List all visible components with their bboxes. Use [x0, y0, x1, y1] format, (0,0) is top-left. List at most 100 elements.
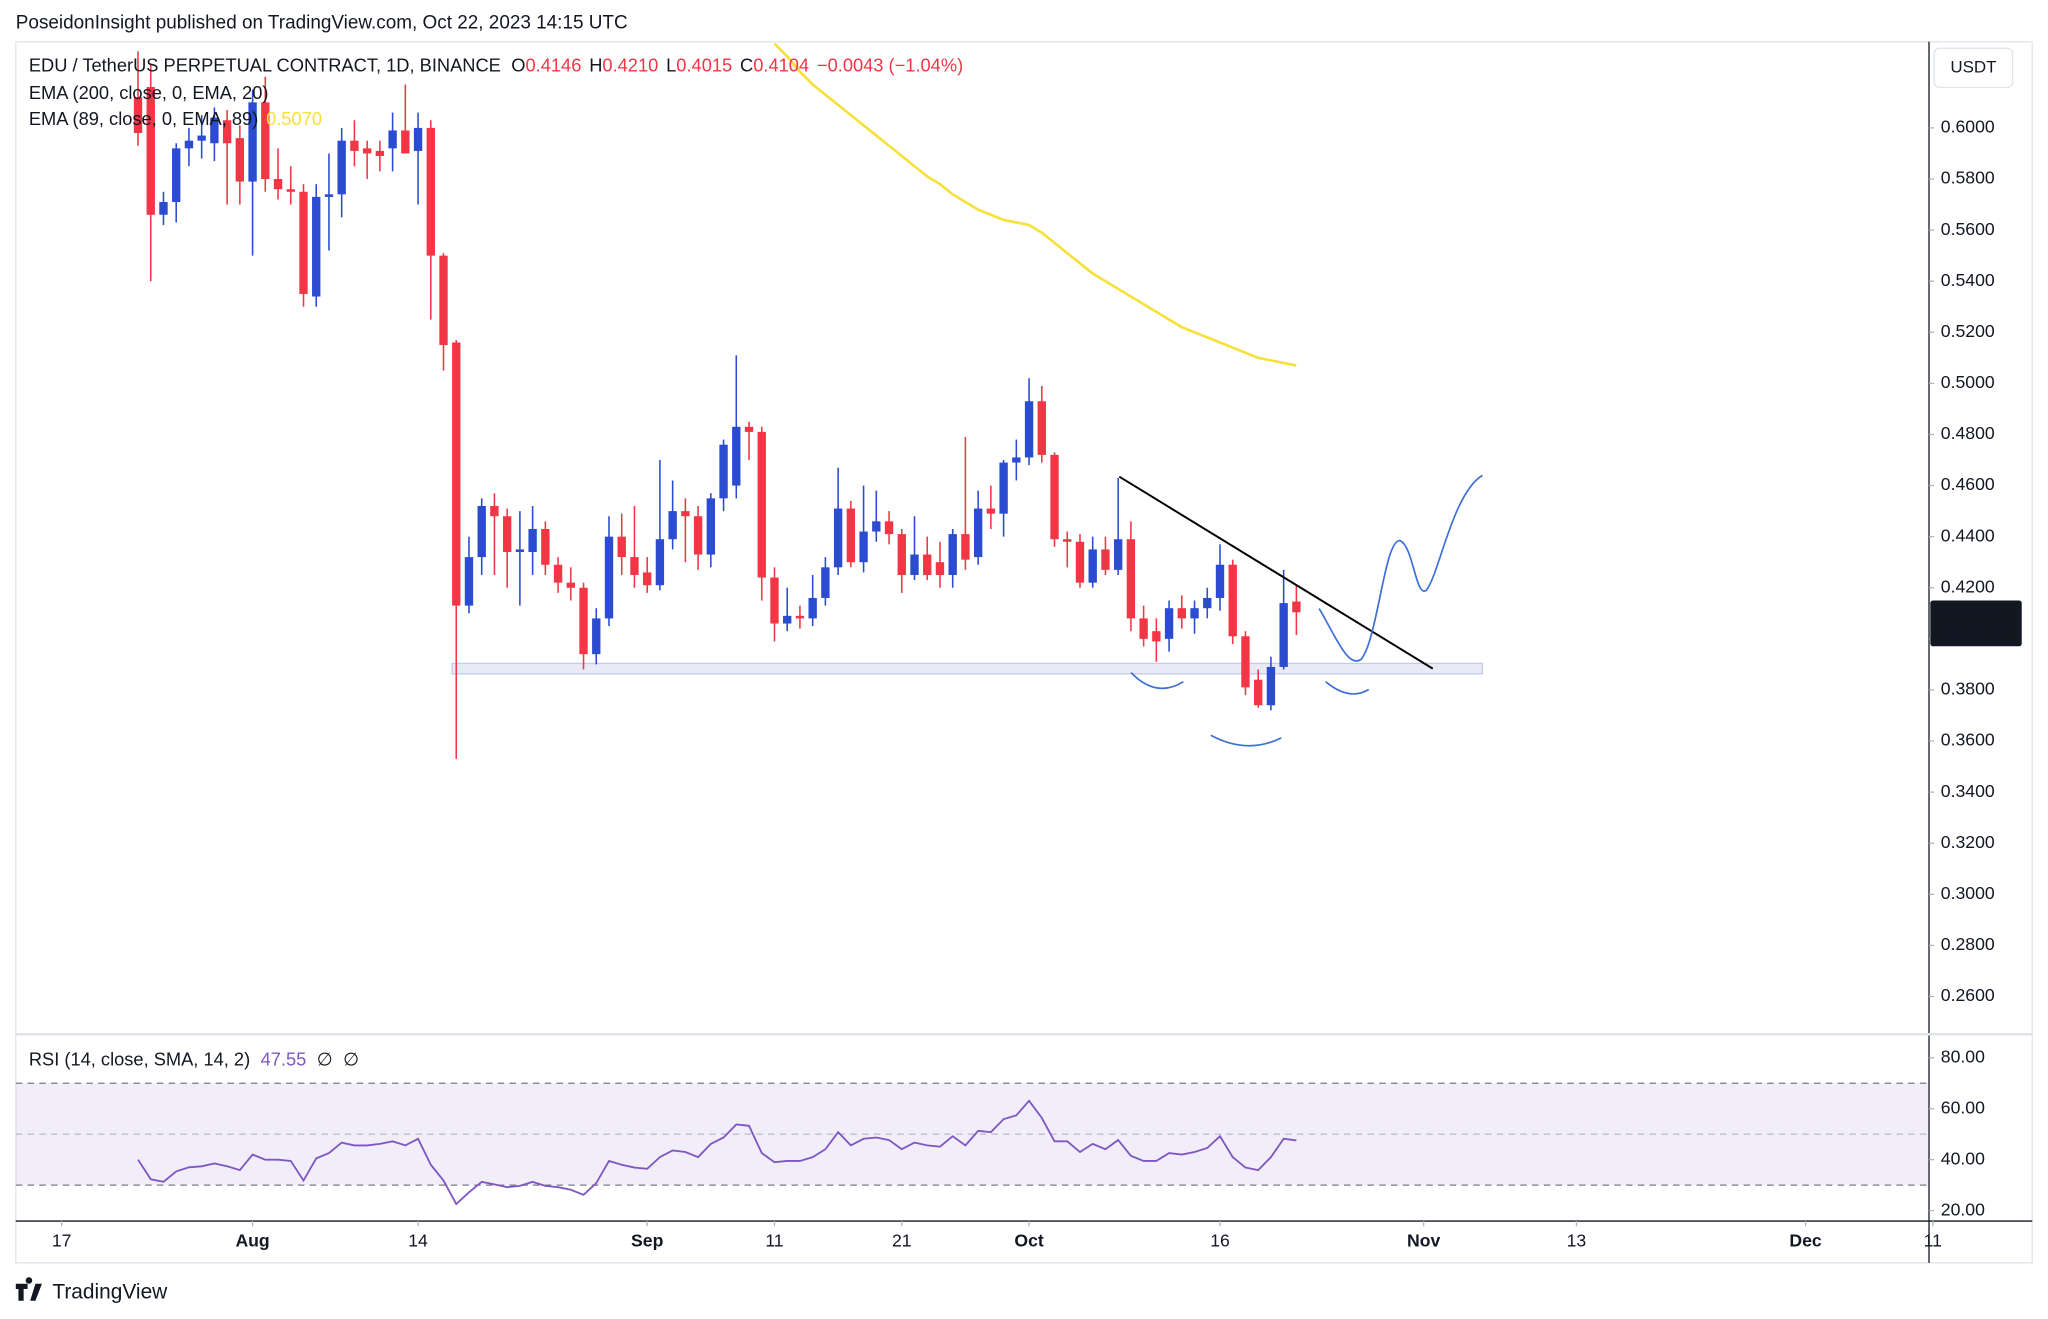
- candle-body: [884, 521, 894, 535]
- candle-body: [1101, 549, 1110, 570]
- candle-body: [973, 508, 983, 558]
- ohlc-key: L: [666, 54, 676, 75]
- candle-body: [1203, 597, 1212, 609]
- y-tick-label: 0.4200: [1941, 576, 1995, 596]
- candle-body: [617, 536, 626, 558]
- candle-body: [579, 587, 588, 655]
- currency-label[interactable]: USDT: [1950, 57, 1996, 76]
- candle-body: [821, 567, 830, 598]
- ohlc-key: C: [740, 54, 753, 75]
- ohlc-key: O: [511, 54, 525, 75]
- candle-body: [1254, 679, 1263, 706]
- candle-body: [553, 564, 563, 583]
- candle-body: [337, 140, 346, 195]
- chart-frame: [15, 41, 2033, 1264]
- candle-body: [668, 511, 677, 540]
- y-tick-label: 80.00: [1941, 1046, 1985, 1066]
- y-tick-label: 0.3400: [1941, 781, 1995, 801]
- candle-body: [248, 102, 257, 182]
- candle-body: [1292, 601, 1301, 613]
- candle-body: [1037, 401, 1046, 455]
- candle-body: [744, 426, 754, 432]
- candle-body: [655, 539, 665, 586]
- candle-body: [439, 255, 448, 346]
- x-tick-label: 13: [1567, 1231, 1587, 1251]
- y-tick-label: 0.5400: [1941, 270, 1995, 290]
- candle-body: [541, 528, 550, 565]
- rsi-title: RSI (14, close, SMA, 14, 2): [29, 1048, 250, 1069]
- candle-body: [477, 506, 486, 558]
- candle-body: [693, 516, 703, 555]
- candle-body: [133, 97, 143, 134]
- candle-body: [375, 150, 385, 157]
- ohlc-value: 0.4015: [676, 54, 732, 75]
- candle-body: [146, 87, 155, 215]
- ohlc-value: 0.4104: [753, 54, 809, 75]
- rsi-legend: RSI (14, close, SMA, 14, 2) 47.55 ∅ ∅: [29, 1048, 359, 1069]
- x-tick-label: 16: [1210, 1231, 1230, 1251]
- arc-drawing: [1210, 734, 1282, 747]
- y-tick-label: 60.00: [1941, 1097, 1985, 1117]
- ohlc-value: 0.4210: [602, 54, 658, 75]
- y-tick-label: 0.4600: [1941, 474, 1995, 494]
- x-tick-label: 21: [892, 1231, 912, 1251]
- candle-body: [312, 196, 321, 297]
- candle-body: [413, 127, 423, 151]
- candle-body: [210, 117, 219, 144]
- x-tick-label: Oct: [1014, 1231, 1044, 1251]
- candle-body: [1152, 631, 1161, 642]
- y-tick-label: 0.4400: [1941, 525, 1995, 545]
- candle-body: [1190, 608, 1199, 619]
- arc-drawing: [1325, 681, 1370, 695]
- candle-body: [643, 572, 652, 586]
- candle-body: [528, 528, 537, 552]
- countdown-label: 09:44:17: [1941, 622, 2010, 642]
- x-tick-label: Nov: [1407, 1231, 1440, 1251]
- candle-body: [910, 554, 919, 575]
- candle-body: [795, 615, 805, 619]
- candle-body: [961, 534, 970, 560]
- candle-body: [948, 534, 957, 575]
- candle-body: [1050, 454, 1059, 540]
- candle-body: [1113, 539, 1123, 570]
- candle-body: [783, 615, 792, 624]
- candle-body: [604, 536, 614, 619]
- rsi-symbol: ∅: [343, 1048, 359, 1069]
- candle-body: [719, 444, 728, 499]
- candle-body: [350, 140, 359, 151]
- candle-body: [986, 508, 996, 514]
- x-tick-label: 17: [52, 1231, 72, 1251]
- candle-body: [897, 534, 906, 575]
- candle-body: [1279, 603, 1288, 667]
- y-tick-label: 20.00: [1941, 1199, 1985, 1219]
- symbol-title: EDU / TetherUS PERPETUAL CONTRACT, 1D, B…: [29, 54, 501, 75]
- ema-line: [773, 42, 1297, 367]
- candle-body: [1266, 666, 1276, 706]
- candle-body: [273, 179, 283, 190]
- indicator-legend: EMA (200, close, 0, EMA, 20): [29, 82, 269, 103]
- rsi-value: 47.55: [261, 1048, 307, 1069]
- candle-body: [872, 521, 881, 532]
- candle-body: [172, 148, 181, 202]
- x-tick-label: Aug: [235, 1231, 269, 1251]
- candle-body: [833, 508, 843, 568]
- logo-icon: [15, 1277, 42, 1301]
- arc-drawing: [1130, 671, 1184, 690]
- candle-body: [452, 342, 461, 606]
- candle-body: [490, 506, 499, 517]
- indicator-legend: EMA (89, close, 0, EMA, 89) 0.5070: [29, 108, 322, 129]
- candle-body: [935, 562, 945, 575]
- candle-body: [1241, 636, 1250, 688]
- x-tick-label: 11: [765, 1231, 783, 1251]
- price-pane: [133, 42, 1484, 759]
- currency-button[interactable]: [1933, 47, 2014, 89]
- y-tick-label: 0.3000: [1941, 883, 1995, 903]
- candle-body: [502, 516, 512, 552]
- indicator-name: EMA (89, close, 0, EMA, 89): [29, 108, 258, 129]
- candle-body: [324, 194, 334, 197]
- candle-body: [1024, 401, 1034, 458]
- candle-body: [1228, 564, 1237, 637]
- ohlc-value: 0.4146: [526, 54, 582, 75]
